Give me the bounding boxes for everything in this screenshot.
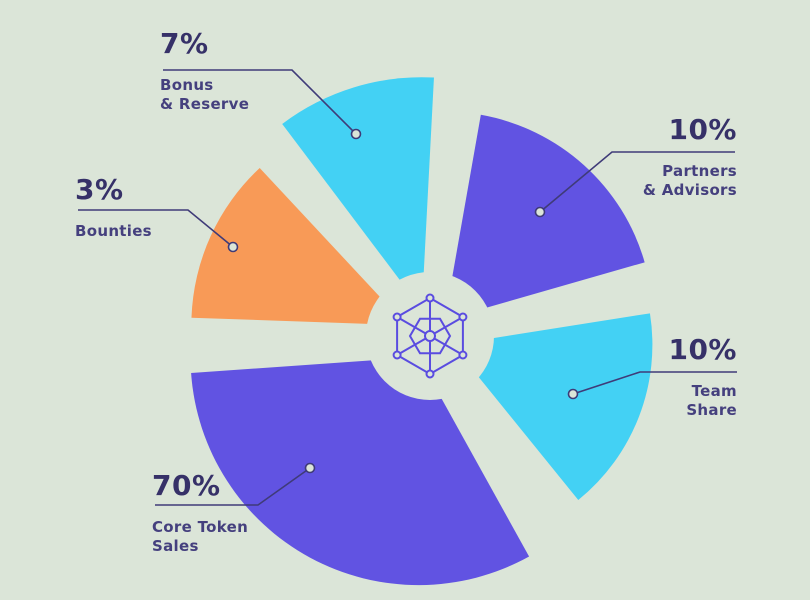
leader-dot	[534, 206, 546, 218]
percent-label: 3%	[75, 173, 124, 206]
percent-label: 10%	[668, 113, 737, 146]
slice-label: Bonus & Reserve	[160, 76, 250, 114]
slice-label: Partners & Advisors	[642, 162, 737, 200]
pie-slice-bounties	[191, 167, 407, 326]
leader-lines	[78, 69, 737, 506]
callout-bounties: 3% Bounties	[75, 173, 152, 241]
callout-core-token-sales: 70% Core Token Sales	[152, 469, 249, 556]
leader-dot	[304, 462, 316, 474]
pie-slices	[191, 77, 653, 586]
callout-bonus-reserve: 7% Bonus & Reserve	[160, 27, 250, 114]
pie-slice-core-token-sales	[191, 357, 530, 586]
percent-label: 10%	[668, 333, 737, 366]
percent-label: 70%	[152, 469, 221, 502]
center-logo	[366, 272, 494, 400]
slice-label: Bounties	[75, 222, 152, 241]
leader-line	[155, 467, 311, 506]
leader-line	[78, 209, 234, 248]
callout-partners-advisors: 10% Partners & Advisors	[642, 113, 737, 200]
leader-line	[572, 371, 737, 395]
leader-line	[539, 151, 735, 213]
leader-line	[163, 69, 357, 135]
pie-slice-bonus-reserve	[282, 77, 434, 310]
percent-label: 7%	[160, 27, 209, 60]
hexagon-vertex-nodes	[392, 293, 468, 379]
leader-dot	[227, 241, 239, 253]
slice-label: Core Token Sales	[152, 518, 249, 556]
slice-label: Team Share	[686, 382, 737, 420]
leader-dot	[350, 128, 362, 140]
pie-slice-partners-advisors	[444, 114, 645, 320]
callout-team-share: 10% Team Share	[668, 333, 737, 420]
pie-slice-team-share	[452, 313, 653, 501]
leader-dot	[567, 388, 579, 400]
